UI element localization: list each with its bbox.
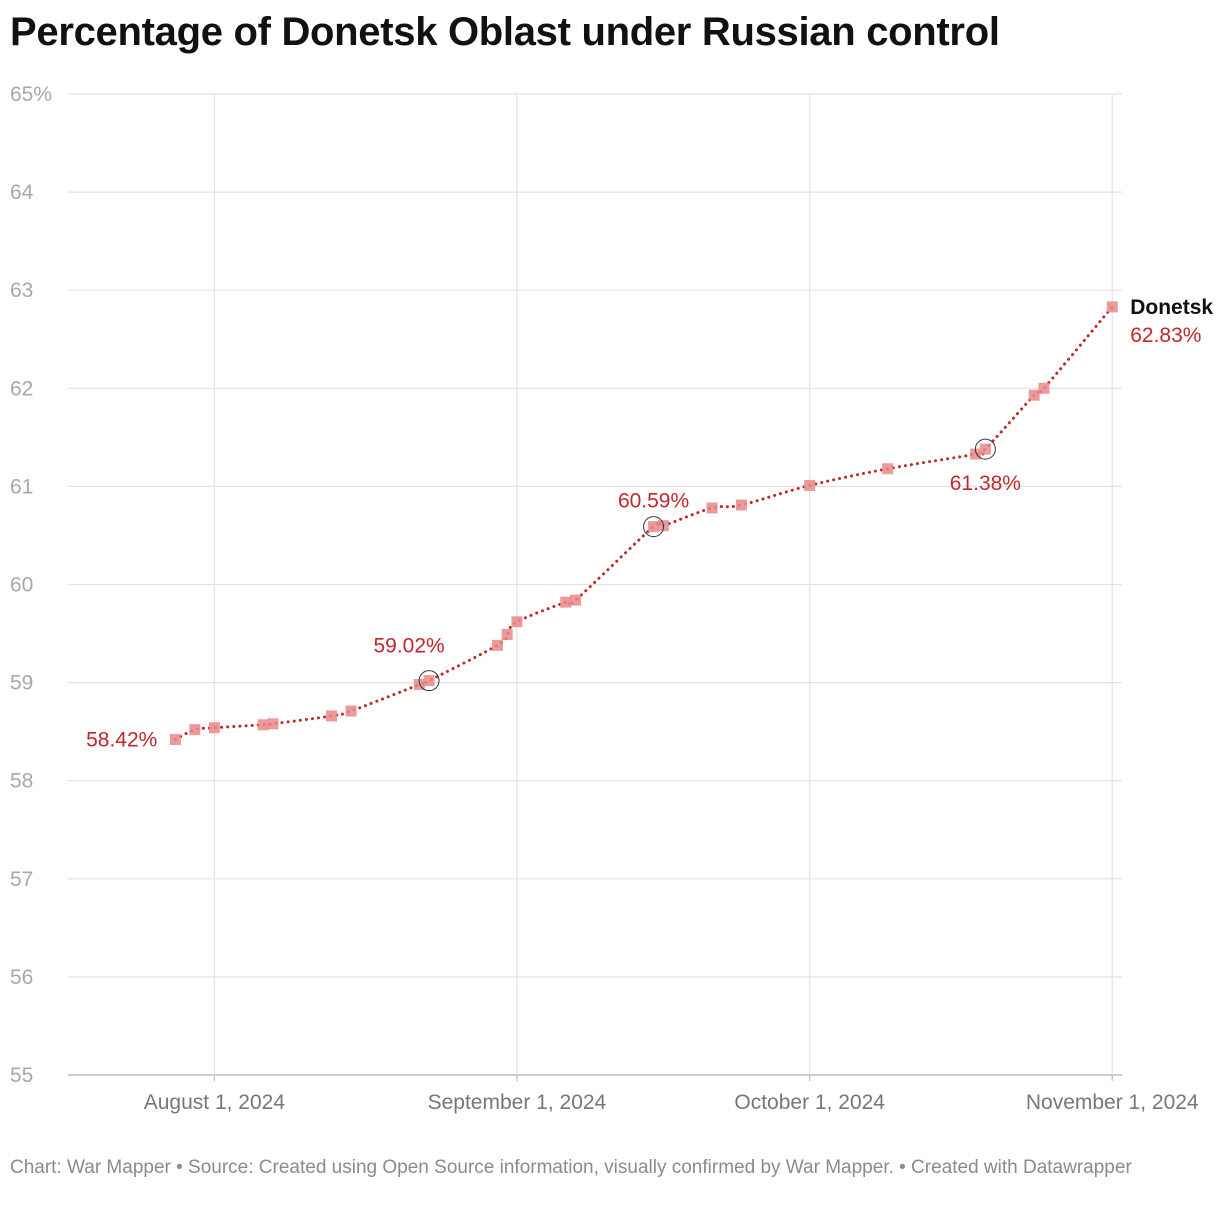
x-tick-label: October 1, 2024	[734, 1091, 885, 1114]
y-tick-label: 57	[10, 868, 33, 891]
y-tick-label: 56	[10, 966, 33, 989]
data-point	[511, 616, 523, 628]
y-axis: 55 56 57 58 59 60 61 62 63 64 65%	[10, 83, 52, 1087]
data-point	[208, 722, 220, 734]
data-point	[1038, 382, 1050, 394]
data-point	[169, 733, 181, 745]
data-point	[501, 629, 513, 641]
data-point	[1106, 301, 1118, 313]
data-label: 61.38%	[950, 472, 1021, 495]
data-point	[804, 479, 816, 491]
data-label: 62.83%	[1130, 324, 1201, 347]
y-tick-label: 62	[10, 377, 33, 400]
y-tick-label: 58	[10, 770, 33, 793]
data-point	[882, 463, 894, 475]
y-tick-label: 60	[10, 574, 33, 597]
data-point	[706, 502, 718, 514]
chart-footer: Chart: War Mapper • Source: Created usin…	[10, 1157, 1132, 1178]
highlight-ring	[974, 438, 996, 460]
y-tick-label: 65%	[10, 83, 52, 106]
data-point	[413, 679, 425, 691]
horizontal-gridlines	[68, 93, 1122, 1076]
data-point	[326, 710, 337, 722]
data-point	[560, 596, 572, 608]
data-label: 58.42%	[86, 728, 157, 751]
y-tick-label: 64	[10, 181, 34, 204]
data-point	[979, 443, 991, 455]
vertical-gridlines	[213, 94, 1113, 1075]
data-point	[491, 639, 503, 651]
data-point	[970, 448, 982, 460]
y-tick-label: 61	[10, 475, 33, 498]
data-point	[189, 724, 201, 736]
data-point	[267, 718, 279, 730]
highlight-ring	[643, 516, 665, 538]
y-tick-label: 59	[10, 672, 33, 695]
data-point	[423, 675, 435, 687]
line-chart: 55 56 57 58 59 60 61 62 63 64 65% August 1, 2024 Se…	[10, 83, 1213, 1114]
data-point	[648, 521, 660, 533]
data-point	[735, 499, 747, 511]
data-point	[1028, 389, 1040, 401]
y-tick-label: 55	[10, 1064, 33, 1087]
series-markers	[169, 301, 1118, 745]
x-tick-label: August 1, 2024	[144, 1091, 286, 1114]
series-label-donetsk: Donetsk	[1130, 296, 1213, 319]
x-tick-label: September 1, 2024	[428, 1091, 607, 1114]
data-point	[569, 594, 581, 606]
data-annotations: 58.42% 59.02% 60.59% 61.38% 62.83% Donetsk	[86, 296, 1213, 752]
data-label: 60.59%	[618, 490, 689, 513]
x-tick-label: November 1, 2024	[1026, 1091, 1199, 1114]
chart-title: Percentage of Donetsk Oblast under Russi…	[10, 10, 1000, 54]
data-point	[257, 719, 269, 731]
data-label: 59.02%	[373, 635, 444, 658]
highlight-ring	[418, 670, 440, 692]
data-point	[345, 705, 357, 717]
x-axis: August 1, 2024 September 1, 2024 October 1…	[144, 1075, 1199, 1114]
y-tick-label: 63	[10, 279, 33, 302]
